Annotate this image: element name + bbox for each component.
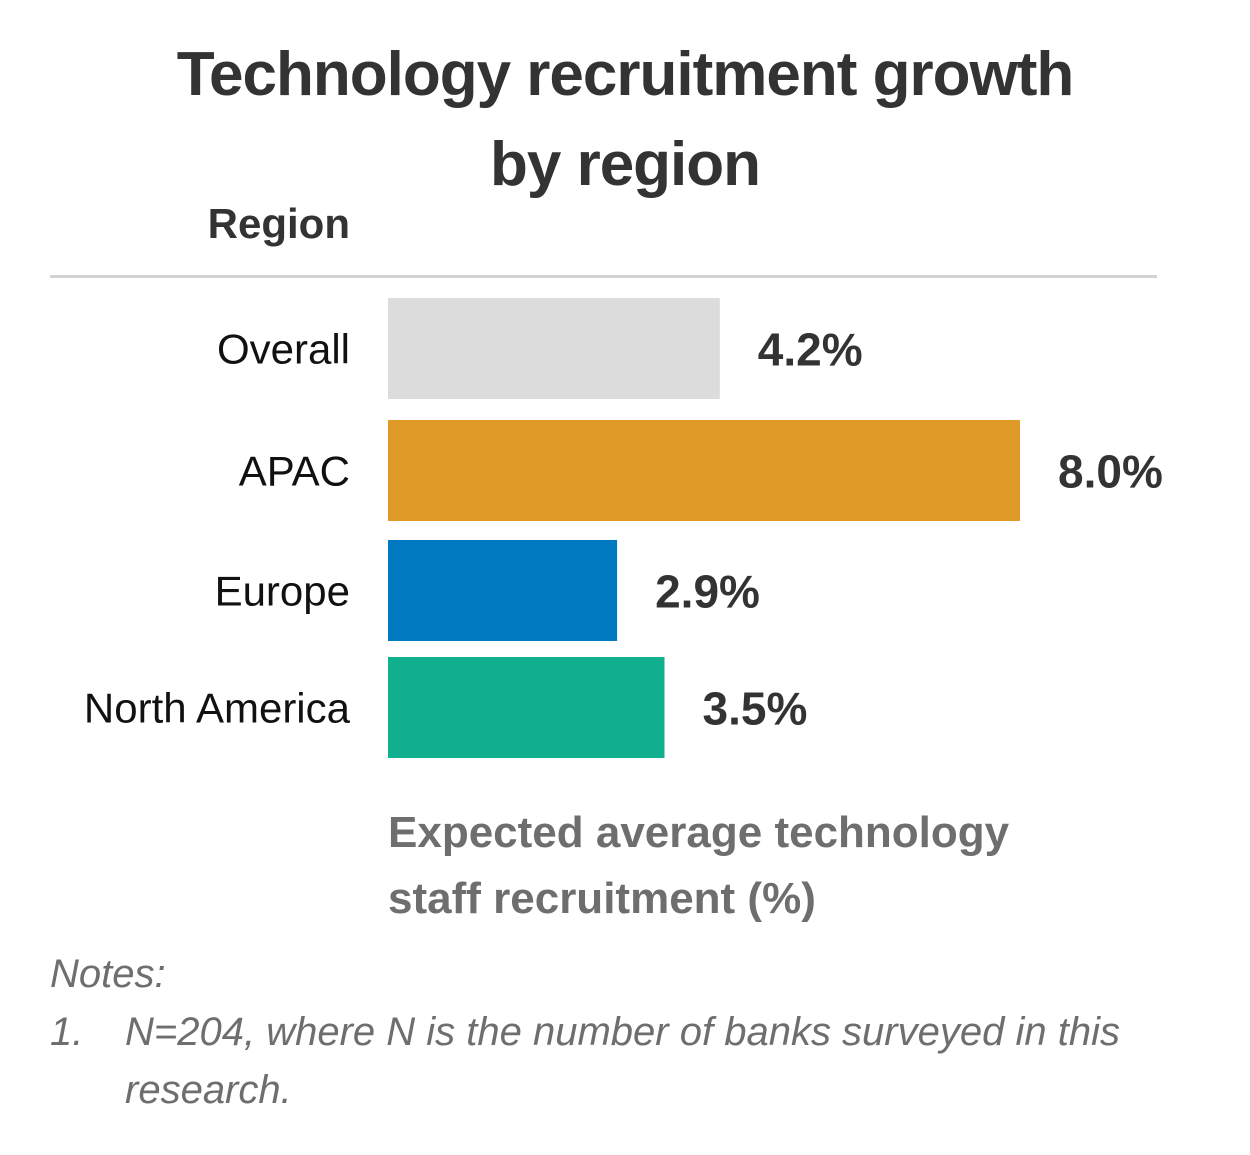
header-divider xyxy=(50,275,1157,278)
value-label-apac: 8.0% xyxy=(1058,446,1163,498)
bar-overall xyxy=(388,298,720,399)
value-label-europe: 2.9% xyxy=(655,566,760,618)
category-label-overall: Overall xyxy=(217,326,350,373)
category-label-apac: APAC xyxy=(239,448,350,495)
x-axis-label-line-1: Expected average technology xyxy=(388,808,1010,857)
chart-title-line-2: by region xyxy=(489,130,761,199)
bar-europe xyxy=(388,540,618,641)
chart-title: Technology recruitment growth by region xyxy=(0,30,1250,210)
bar-north-america xyxy=(388,657,665,758)
category-label-north-america: North America xyxy=(84,685,351,732)
note-text: N=204, where N is the number of banks su… xyxy=(125,1010,1120,1112)
note-item: 1. N=204, where N is the number of banks… xyxy=(50,1003,1225,1119)
bar-apac xyxy=(388,420,1020,521)
value-label-overall: 4.2% xyxy=(758,324,863,376)
notes-heading: Notes: xyxy=(50,952,166,996)
notes: Notes: 1. N=204, where N is the number o… xyxy=(50,945,1225,1119)
chart-title-line-1: Technology recruitment growth xyxy=(176,40,1074,109)
x-axis-label-line-2: staff recruitment (%) xyxy=(388,874,816,923)
value-label-north-america: 3.5% xyxy=(703,683,808,735)
x-axis-label: Expected average technology staff recrui… xyxy=(388,800,1188,932)
note-number: 1. xyxy=(50,1010,84,1054)
category-axis-title: Region xyxy=(207,200,350,247)
bar-chart: Overall 4.2% APAC 8.0% Europe 2.9% North Ameri… xyxy=(84,298,1163,758)
category-label-europe: Europe xyxy=(215,568,350,615)
